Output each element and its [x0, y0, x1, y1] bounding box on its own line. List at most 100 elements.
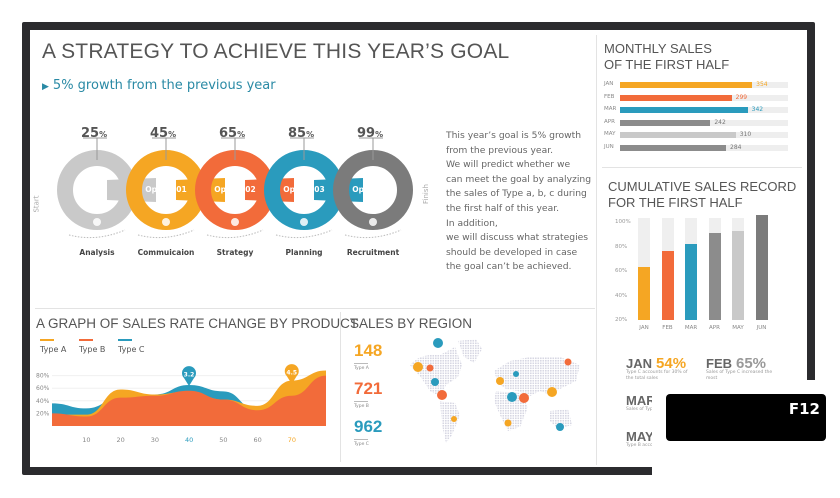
- map-pin-icon: [504, 419, 512, 427]
- page-title: A STRATEGY TO ACHIEVE THIS YEAR’S GOAL: [42, 40, 510, 63]
- percent-unit: %: [237, 130, 246, 139]
- region-stat: 148 Type A: [354, 341, 382, 371]
- legend-label: Type A: [40, 345, 67, 354]
- lightbulb-icon: [369, 218, 377, 226]
- option-label: Option 01: [145, 185, 187, 194]
- cumulative-bar-jan: [638, 267, 650, 320]
- monthly-sales-title-line2: OF THE FIRST HALF: [604, 57, 730, 72]
- bar-value: 342: [751, 106, 764, 113]
- record-mar: MAR: [626, 390, 656, 409]
- cumulative-bar-feb: [661, 251, 674, 320]
- description-line: the goal can’t be achieved.: [446, 261, 572, 273]
- marker-pin-icon: [182, 366, 196, 386]
- region-stat: 962 Type C: [354, 417, 382, 447]
- money-bag-icon: [93, 218, 101, 226]
- rate-change-chart: 80% 60% 40% 20% 10 20 30 40 50 60 70 3.2 4.5: [36, 364, 326, 444]
- description-line: from the previous year.: [446, 144, 554, 156]
- map-pin-icon: [556, 423, 564, 431]
- region-value: 962: [354, 417, 383, 436]
- continent: [494, 391, 528, 431]
- bar-value: 354: [756, 81, 768, 88]
- x-tick: 60: [254, 436, 262, 444]
- percent-unit: %: [306, 130, 315, 139]
- monthly-sales-title-line1: MONTHLY SALES: [604, 41, 712, 56]
- step-percent: 85%: [288, 126, 314, 141]
- y-tick: 100%: [615, 219, 631, 225]
- page-subtitle: ▶ 5% growth from the previous year: [42, 78, 276, 93]
- value-marker: 4.5: [284, 364, 299, 384]
- cumulative-bar-jun: [755, 214, 768, 320]
- region-title: SALES BY REGION: [350, 316, 473, 331]
- person-icon: [162, 218, 170, 226]
- bar-jun: [620, 144, 727, 151]
- y-tick: 60%: [36, 385, 50, 392]
- month-label: APR: [604, 118, 615, 125]
- x-tick: APR: [709, 325, 720, 331]
- description-line: the first half of this year.: [446, 202, 560, 214]
- percent-value: 65: [219, 126, 238, 141]
- record-month: MAR: [626, 393, 656, 408]
- x-tick: FEB: [662, 325, 673, 331]
- cumulative-title-line2: FOR THE FIRST HALF: [608, 195, 743, 210]
- percent-value: 85: [288, 126, 307, 141]
- month-label: FEB: [604, 93, 615, 100]
- dotted-arc: [137, 229, 195, 239]
- description-line: In addition,: [446, 217, 498, 229]
- percent-value: 99: [357, 126, 376, 141]
- step-label-commuicaion: Commuicaion: [137, 248, 195, 257]
- x-tick: JUN: [756, 325, 767, 331]
- legend-swatch: [118, 339, 132, 341]
- region-type: Type C: [354, 442, 369, 447]
- monthly-sales-title: MONTHLY SALES OF THE FIRST HALF: [604, 41, 729, 73]
- marker-pin-icon: [284, 364, 299, 384]
- map-pin-icon: [431, 378, 439, 386]
- goal-description: This year’s goal is 5% growth from the pr…: [446, 129, 596, 275]
- finish-label: Finish: [421, 184, 430, 204]
- x-tick: 70: [288, 436, 296, 444]
- percent-value: 45: [150, 126, 169, 141]
- month-label: JUN: [604, 143, 614, 150]
- map-pin-icon: [433, 338, 443, 348]
- description-line: This year’s goal is 5% growth: [446, 130, 582, 141]
- bar-value: 242: [714, 118, 726, 126]
- clock-icon: [231, 218, 239, 226]
- percent-value: 25: [81, 126, 100, 141]
- bar-value: 299: [735, 93, 748, 101]
- bar-apr: [620, 119, 711, 126]
- continent: [458, 339, 482, 363]
- cumulative-bar-mar: [685, 244, 697, 320]
- legend-label: Type B: [79, 345, 106, 354]
- continent: [440, 401, 460, 443]
- option-label: Option 04: [352, 185, 394, 194]
- area-type-b: [52, 375, 326, 426]
- marker-label: 3.2: [184, 372, 195, 379]
- step-percent: 99%: [357, 126, 383, 141]
- record-feb: FEB 65%: [706, 353, 766, 372]
- legend-item: Type B: [79, 339, 105, 354]
- step-label-planning: Planning: [285, 248, 323, 257]
- record-may: MAY: [626, 426, 654, 445]
- step-percent: 65%: [219, 126, 245, 141]
- option-label: Option 02: [214, 185, 256, 194]
- option-label: Option 03: [283, 185, 325, 194]
- y-tick: 20%: [615, 317, 628, 323]
- y-tick: 80%: [36, 373, 50, 380]
- month-label: JAN: [604, 81, 614, 87]
- description-line: We will predict whether we: [446, 159, 571, 171]
- region-underline: [354, 439, 368, 440]
- legend-swatch: [40, 339, 54, 341]
- record-month: MAY: [626, 429, 654, 444]
- continent: [550, 409, 572, 429]
- y-tick: 60%: [615, 268, 628, 274]
- record-note: Sales of Type C: [626, 407, 661, 412]
- map-pin-icon: [496, 377, 504, 385]
- x-tick: 20: [117, 436, 125, 444]
- map-pin-icon: [513, 371, 519, 377]
- map-pin-icon: [437, 390, 447, 400]
- record-percent: 54%: [656, 355, 687, 372]
- map-pin-icon: [547, 387, 557, 397]
- bar-value: 310: [739, 131, 752, 138]
- map-pin-icon: [507, 392, 517, 402]
- marker-label: 4.5: [286, 370, 297, 377]
- step-percent: 25%: [81, 126, 107, 141]
